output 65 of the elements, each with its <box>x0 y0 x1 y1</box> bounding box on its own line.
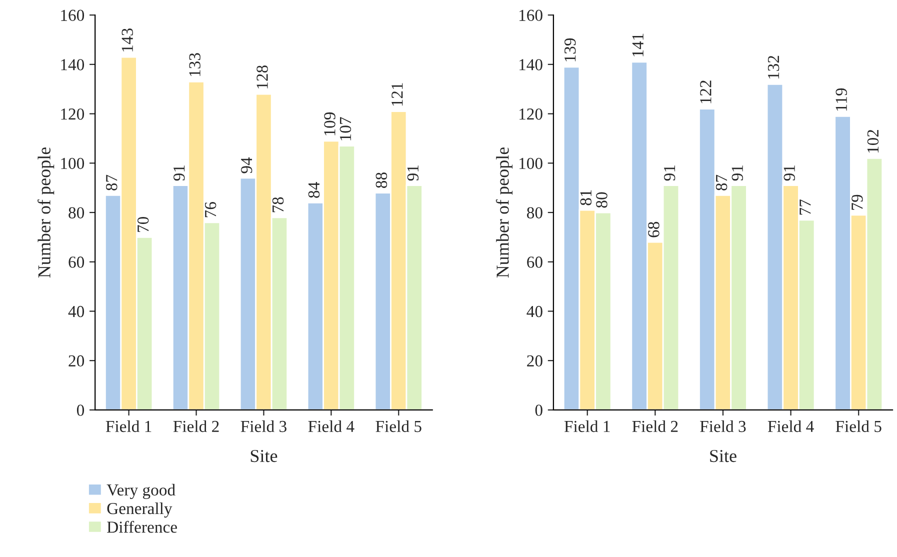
y-tick-label: 120 <box>61 108 84 120</box>
x-tick-label: Field 5 <box>836 420 882 432</box>
data-label: 87 <box>106 174 118 190</box>
data-label: 109 <box>324 112 336 136</box>
data-label: 121 <box>392 83 403 106</box>
x-tick-label: Field 5 <box>376 420 422 432</box>
y-tick-label: 80 <box>527 207 542 218</box>
data-label: 141 <box>632 34 644 56</box>
data-label: 88 <box>376 172 388 188</box>
y-tick-label: 40 <box>526 306 542 318</box>
y-tick-label: 160 <box>520 10 542 21</box>
data-label: 87 <box>716 174 728 190</box>
y-tick-label: 60 <box>68 256 84 268</box>
y-tick-label: 140 <box>61 59 84 70</box>
x-tick-label: Field 2 <box>173 420 219 432</box>
x-axis-title: Site <box>710 450 736 462</box>
data-label: 133 <box>189 53 200 76</box>
data-label: 119 <box>836 88 847 111</box>
x-axis-title: Site <box>250 450 278 462</box>
y-tick-label: 80 <box>68 207 84 218</box>
data-label: 107 <box>340 117 352 140</box>
data-label: 70 <box>137 216 149 232</box>
y-tick-label: 140 <box>520 59 542 70</box>
legend-label: Very good <box>106 484 176 500</box>
x-tick-label: Field 3 <box>240 420 286 432</box>
data-label: 78 <box>272 197 284 212</box>
data-label: 122 <box>700 80 712 104</box>
x-tick-label: Field 1 <box>564 420 610 432</box>
x-tick-label: Field 2 <box>632 420 678 432</box>
data-label: 139 <box>564 38 576 62</box>
y-tick-label: 120 <box>520 108 542 120</box>
data-label: 91 <box>173 166 185 181</box>
data-label: 84 <box>308 182 320 198</box>
data-label: 76 <box>204 202 216 218</box>
x-tick-label: Field 3 <box>700 420 746 432</box>
y-tick-label: 100 <box>61 158 84 170</box>
data-label: 68 <box>648 222 660 238</box>
y-tick-label: 20 <box>527 355 542 367</box>
y-tick-label: 60 <box>527 256 542 268</box>
data-label: 102 <box>867 130 879 153</box>
x-tick-label: Field 4 <box>308 420 354 432</box>
data-label: 81 <box>580 190 592 206</box>
y-tick-label: 0 <box>76 404 84 416</box>
data-label: 91 <box>407 166 419 181</box>
x-tick-label: Field 4 <box>768 420 814 432</box>
data-label: 128 <box>256 65 268 88</box>
data-label: 132 <box>768 56 780 79</box>
legend-label: Generally <box>107 502 172 518</box>
data-label: 77 <box>800 200 811 215</box>
data-label: 91 <box>784 166 795 181</box>
y-tick-label: 160 <box>61 10 84 21</box>
y-tick-label: 100 <box>520 158 542 170</box>
y-tick-label: 0 <box>535 404 542 416</box>
data-label: 143 <box>122 28 133 52</box>
data-label: 79 <box>852 194 863 210</box>
y-tick-label: 40 <box>68 306 84 318</box>
y-tick-label: 20 <box>68 355 84 367</box>
data-label: 91 <box>732 166 743 181</box>
x-tick-label: Field 1 <box>106 420 152 432</box>
y-axis-title: Number of people <box>496 147 512 278</box>
data-label: 91 <box>664 166 676 181</box>
y-axis-title: Number of people <box>38 147 54 278</box>
data-label: 94 <box>240 157 252 174</box>
legend-label: Difference <box>107 520 177 533</box>
data-label: 80 <box>596 192 608 208</box>
